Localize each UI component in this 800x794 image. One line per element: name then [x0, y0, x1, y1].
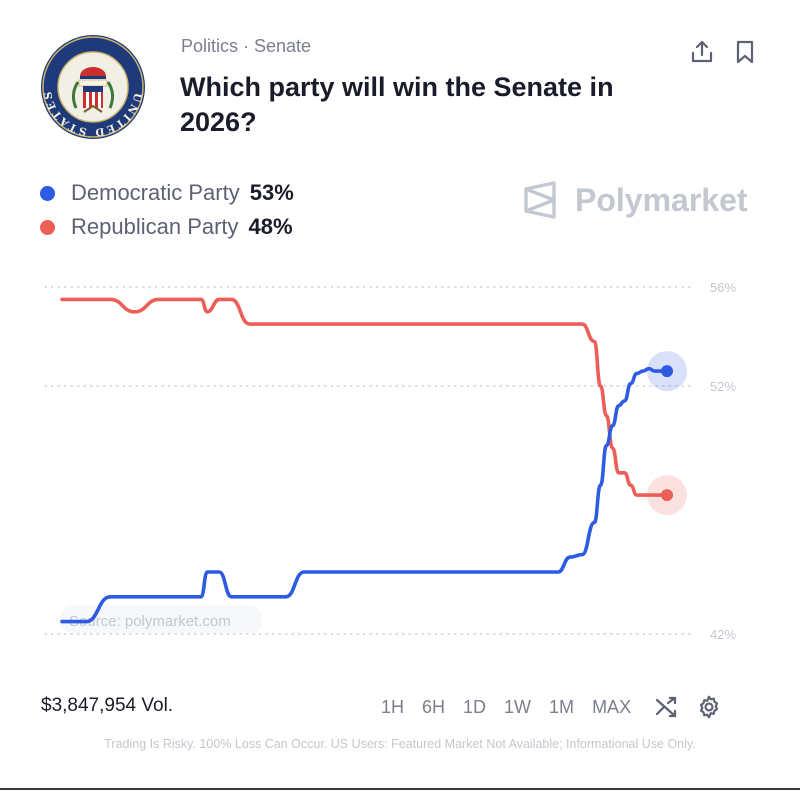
- market-category[interactable]: Politics · Senate: [181, 36, 312, 56]
- price-chart: 56% 52% 42% Source: polymarket.com: [44, 280, 736, 642]
- y-tick-label: 42%: [710, 627, 736, 642]
- range-6h[interactable]: 6H: [422, 696, 446, 717]
- range-1w[interactable]: 1W: [504, 696, 532, 717]
- bookmark-icon: [736, 40, 754, 64]
- share-button[interactable]: [687, 37, 717, 67]
- legend-dot-democratic: [40, 185, 55, 201]
- legend-item-democratic: Democratic Party 53%: [40, 176, 294, 210]
- series-end-point-democratic: [661, 365, 673, 378]
- polymarket-brand: Polymarket: [521, 180, 748, 220]
- shuffle-icon: [655, 696, 677, 718]
- range-1h[interactable]: 1H: [381, 696, 405, 717]
- y-tick-label: 56%: [710, 280, 736, 295]
- market-title: Which party will win the Senate in 2026?: [180, 72, 614, 137]
- series-end-point-republican: [661, 489, 673, 502]
- senate-seal: UNITED STATES SENATE: [40, 34, 145, 139]
- legend-value: 48%: [248, 214, 293, 239]
- legend-label: Republican Party: [71, 214, 239, 239]
- time-range-selector: 1H 6H 1D 1W 1M MAX: [372, 692, 724, 722]
- settings-button[interactable]: [694, 692, 724, 722]
- gear-icon: [699, 695, 719, 719]
- polymarket-logo-icon: [524, 181, 556, 219]
- y-tick-label: 52%: [710, 379, 736, 394]
- volume-label: $3,847,954 Vol.: [41, 695, 174, 716]
- range-max[interactable]: MAX: [592, 696, 632, 717]
- chart-legend: Democratic Party 53% Republican Party 48…: [40, 176, 294, 244]
- legend-item-republican: Republican Party 48%: [40, 210, 294, 244]
- range-1d[interactable]: 1D: [463, 696, 487, 717]
- legend-value: 53%: [249, 180, 294, 205]
- share-icon: [691, 40, 713, 63]
- series-line-democratic: [60, 366, 669, 624]
- shuffle-button[interactable]: [652, 692, 682, 722]
- risk-disclaimer: Trading Is Risky. 100% Loss Can Occur. U…: [104, 737, 696, 751]
- chart-source: Source: polymarket.com: [69, 613, 231, 630]
- legend-label: Democratic Party: [71, 180, 240, 205]
- series-line-republican: [60, 297, 669, 497]
- brand-name: Polymarket: [575, 181, 748, 218]
- bottom-divider: [0, 788, 800, 790]
- legend-dot-republican: [40, 219, 55, 235]
- source-badge: [60, 605, 262, 633]
- bookmark-button[interactable]: [730, 37, 760, 67]
- range-1m[interactable]: 1M: [549, 696, 575, 717]
